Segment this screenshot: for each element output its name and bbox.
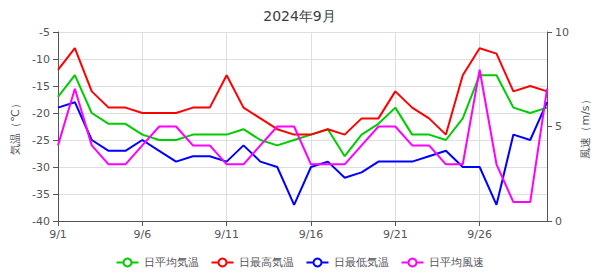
svg-text:-35: -35 bbox=[32, 188, 50, 201]
svg-text:-30: -30 bbox=[32, 161, 50, 174]
svg-text:気温（℃）: 気温（℃） bbox=[9, 98, 22, 154]
svg-text:2024年9月: 2024年9月 bbox=[263, 8, 336, 24]
svg-text:9/16: 9/16 bbox=[299, 228, 324, 241]
svg-text:日平均風速: 日平均風速 bbox=[429, 256, 484, 269]
svg-text:9/11: 9/11 bbox=[214, 228, 239, 241]
svg-text:-20: -20 bbox=[32, 107, 50, 120]
svg-text:0: 0 bbox=[555, 215, 562, 228]
svg-text:日最低気温: 日最低気温 bbox=[334, 256, 389, 269]
svg-text:-25: -25 bbox=[32, 134, 50, 147]
svg-text:9/1: 9/1 bbox=[49, 228, 67, 241]
svg-text:-40: -40 bbox=[32, 215, 50, 228]
svg-text:-5: -5 bbox=[39, 26, 50, 39]
svg-text:-10: -10 bbox=[32, 53, 50, 66]
svg-text:9/21: 9/21 bbox=[383, 228, 408, 241]
svg-text:日平均気温: 日平均気温 bbox=[144, 256, 199, 269]
svg-text:風速（m/s）: 風速（m/s） bbox=[579, 94, 592, 158]
svg-text:日最高気温: 日最高気温 bbox=[239, 256, 294, 269]
svg-text:-15: -15 bbox=[32, 80, 50, 93]
svg-text:9/26: 9/26 bbox=[467, 228, 492, 241]
svg-text:10: 10 bbox=[555, 26, 569, 39]
svg-text:5: 5 bbox=[555, 120, 562, 133]
svg-text:9/6: 9/6 bbox=[133, 228, 151, 241]
